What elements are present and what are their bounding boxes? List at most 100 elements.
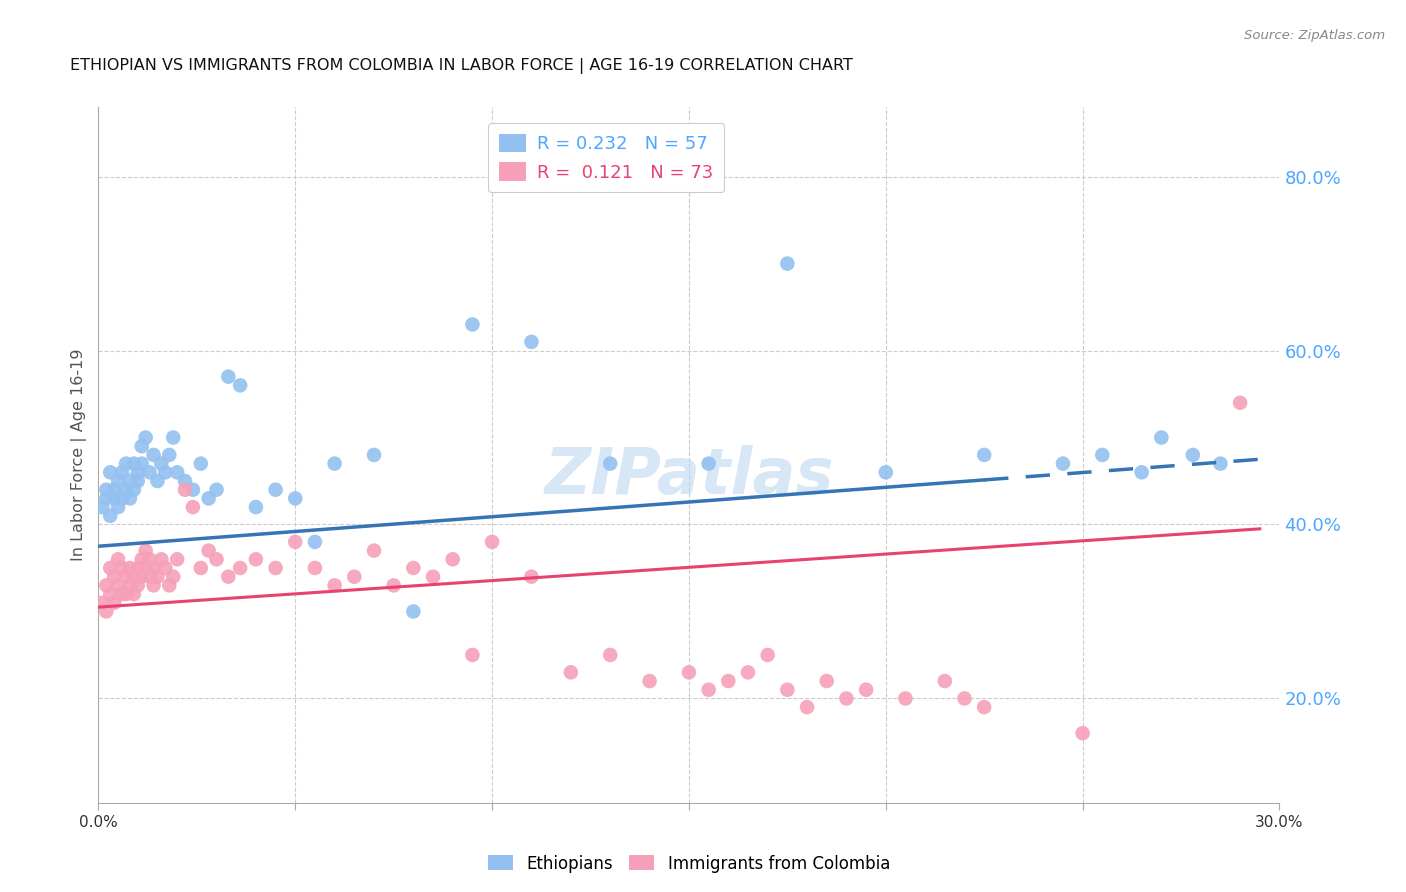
Point <box>96 483 118 497</box>
Point <box>166 552 188 566</box>
Point <box>422 570 444 584</box>
Point <box>1181 448 1204 462</box>
Point <box>96 491 118 506</box>
Point <box>697 682 720 697</box>
Point <box>835 691 858 706</box>
Point <box>115 457 138 471</box>
Point <box>103 491 125 506</box>
Point <box>115 483 138 497</box>
Point <box>638 674 661 689</box>
Point <box>146 570 169 584</box>
Point <box>205 483 228 497</box>
Point <box>118 474 141 488</box>
Point <box>174 483 197 497</box>
Legend: Ethiopians, Immigrants from Colombia: Ethiopians, Immigrants from Colombia <box>481 848 897 880</box>
Point <box>894 691 917 706</box>
Text: ETHIOPIAN VS IMMIGRANTS FROM COLOMBIA IN LABOR FORCE | AGE 16-19 CORRELATION CHA: ETHIOPIAN VS IMMIGRANTS FROM COLOMBIA IN… <box>70 58 853 74</box>
Point <box>855 682 877 697</box>
Point <box>229 561 252 575</box>
Point <box>111 466 134 480</box>
Point <box>1091 448 1114 462</box>
Point <box>131 457 153 471</box>
Point <box>441 552 464 566</box>
Point <box>142 561 165 575</box>
Point <box>127 466 149 480</box>
Point <box>737 665 759 680</box>
Point <box>131 552 153 566</box>
Point <box>229 378 252 392</box>
Point <box>122 483 145 497</box>
Point <box>1229 395 1251 409</box>
Legend: R = 0.232   N = 57, R =  0.121   N = 73: R = 0.232 N = 57, R = 0.121 N = 73 <box>488 123 724 193</box>
Point <box>135 543 157 558</box>
Point <box>131 570 153 584</box>
Point <box>91 500 114 514</box>
Point <box>217 570 239 584</box>
Point <box>157 448 180 462</box>
Point <box>157 578 180 592</box>
Point <box>1071 726 1094 740</box>
Point <box>181 483 204 497</box>
Point <box>122 587 145 601</box>
Point <box>343 570 366 584</box>
Point <box>111 587 134 601</box>
Point <box>934 674 956 689</box>
Point <box>146 474 169 488</box>
Point <box>122 457 145 471</box>
Point <box>127 578 149 592</box>
Point <box>264 483 287 497</box>
Point <box>323 457 346 471</box>
Point <box>155 466 177 480</box>
Point <box>115 587 138 601</box>
Point <box>190 457 212 471</box>
Point <box>91 596 114 610</box>
Point <box>98 561 121 575</box>
Point <box>107 578 129 592</box>
Point <box>973 448 995 462</box>
Point <box>135 561 157 575</box>
Point <box>796 700 818 714</box>
Point <box>481 534 503 549</box>
Point <box>111 491 134 506</box>
Point <box>461 318 484 332</box>
Y-axis label: In Labor Force | Age 16-19: In Labor Force | Age 16-19 <box>72 349 87 561</box>
Point <box>150 552 173 566</box>
Point <box>118 491 141 506</box>
Point <box>115 570 138 584</box>
Point <box>363 543 385 558</box>
Point <box>461 648 484 662</box>
Point <box>181 500 204 514</box>
Point <box>264 561 287 575</box>
Point <box>284 491 307 506</box>
Point <box>756 648 779 662</box>
Point <box>96 578 118 592</box>
Point <box>162 430 184 444</box>
Point <box>142 448 165 462</box>
Point <box>815 674 838 689</box>
Point <box>776 257 799 271</box>
Point <box>155 561 177 575</box>
Point <box>1150 430 1173 444</box>
Point <box>217 369 239 384</box>
Point <box>363 448 385 462</box>
Point <box>697 457 720 471</box>
Point <box>382 578 405 592</box>
Point <box>122 570 145 584</box>
Point <box>678 665 700 680</box>
Point <box>103 570 125 584</box>
Point <box>118 578 141 592</box>
Point <box>323 578 346 592</box>
Point <box>162 570 184 584</box>
Point <box>107 500 129 514</box>
Point <box>973 700 995 714</box>
Point <box>1209 457 1232 471</box>
Point <box>138 466 160 480</box>
Point <box>776 682 799 697</box>
Point <box>197 543 219 558</box>
Point <box>560 665 582 680</box>
Point <box>190 561 212 575</box>
Point <box>103 483 125 497</box>
Point <box>142 578 165 592</box>
Point <box>599 457 621 471</box>
Point <box>197 491 219 506</box>
